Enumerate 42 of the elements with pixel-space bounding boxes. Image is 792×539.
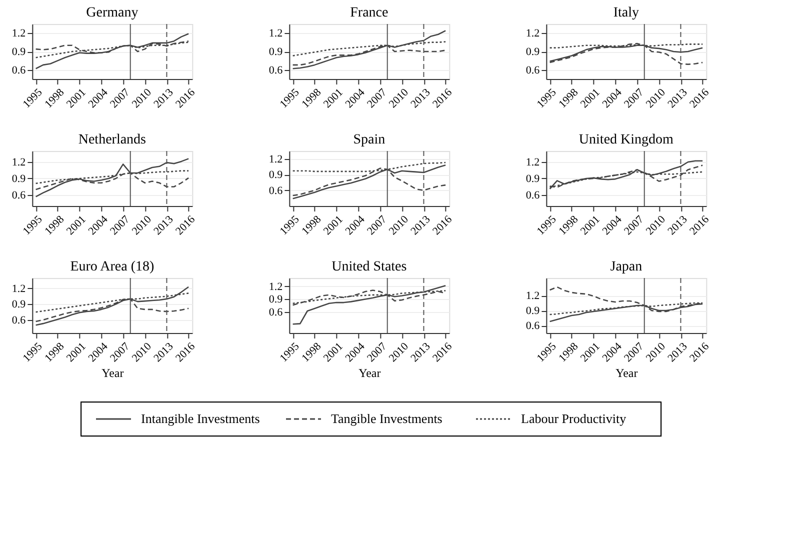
x-axis-title: Year (102, 366, 124, 380)
chart-title: Netherlands (78, 132, 146, 148)
y-tick-label: 0.6 (268, 64, 284, 76)
y-tick-label: 0.9 (526, 46, 540, 58)
y-tick-label: 0.9 (268, 46, 284, 58)
y-tick-label: 1.2 (12, 282, 26, 295)
x-axis-title: Year (616, 366, 638, 380)
y-tick-label: 0.9 (268, 169, 284, 182)
y-tick-label: 0.9 (12, 298, 26, 311)
y-tick-label: 0.6 (268, 306, 284, 318)
y-tick-label: 0.6 (526, 320, 540, 332)
chart-title: Euro Area (18) (70, 260, 154, 274)
y-tick-label: 0.6 (12, 190, 26, 202)
legend-label: Labour Productivity (521, 411, 627, 426)
chart-title: Germany (86, 6, 138, 20)
chart-title: United Kingdom (578, 132, 674, 148)
y-tick-label: 0.9 (12, 46, 26, 58)
chart-title: Italy (613, 6, 640, 20)
y-tick-label: 0.9 (526, 305, 540, 317)
y-tick-label: 1.2 (268, 280, 283, 293)
y-tick-label: 0.9 (268, 294, 284, 306)
chart-title: Japan (610, 260, 642, 274)
y-tick-label: 0.6 (526, 190, 540, 202)
y-tick-label: 1.2 (12, 156, 26, 168)
y-tick-label: 0.9 (526, 173, 540, 185)
legend-label: Tangible Investments (331, 411, 442, 426)
y-tick-label: 1.2 (268, 28, 283, 40)
chart-title: United States (332, 260, 407, 274)
y-tick-label: 1.2 (526, 28, 540, 40)
y-tick-label: 1.2 (268, 153, 283, 166)
y-tick-label: 1.2 (12, 28, 26, 40)
y-tick-label: 0.9 (12, 173, 26, 185)
chart-title: France (350, 6, 388, 20)
legend-label: Intangible Investments (141, 411, 260, 426)
y-tick-label: 0.6 (526, 64, 540, 76)
y-tick-label: 0.6 (12, 64, 26, 76)
y-tick-label: 0.6 (12, 314, 26, 326)
x-axis-title: Year (358, 366, 381, 380)
y-tick-label: 1.2 (526, 156, 540, 168)
y-tick-label: 1.2 (526, 290, 540, 302)
y-tick-label: 0.6 (268, 184, 284, 197)
chart-title: Spain (353, 132, 386, 148)
